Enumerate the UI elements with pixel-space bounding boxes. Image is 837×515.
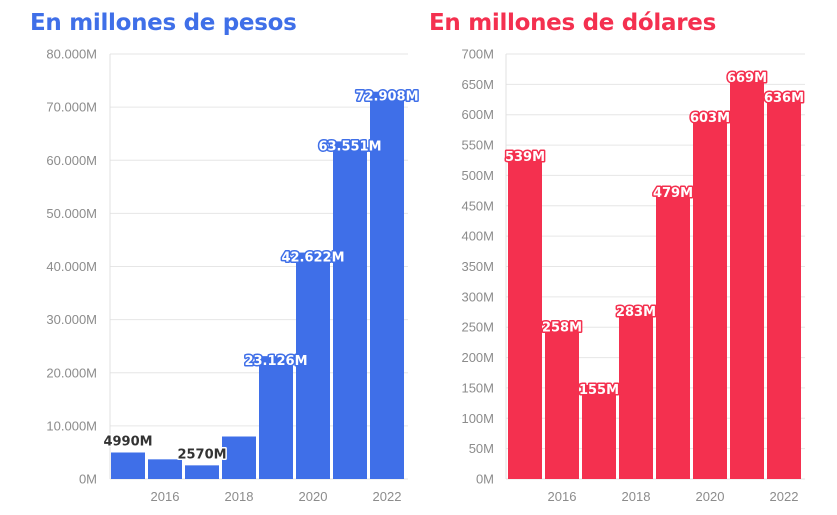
x-tick-label: 2018	[225, 489, 254, 504]
y-tick-label: 500M	[461, 168, 494, 183]
y-tick-label: 80.000M	[46, 47, 97, 62]
data-label: 2570M	[177, 447, 226, 462]
bar-2019	[259, 356, 293, 479]
data-label: 42.622M	[281, 251, 344, 266]
y-tick-label: 550M	[461, 138, 494, 153]
bar-2017	[582, 384, 616, 479]
data-label: 603M	[690, 111, 730, 126]
chart-pesos: 0M 10.000M 20.000M 30.000M 40.000M 50.000M 60.…	[46, 47, 420, 505]
y-tick-label: 700M	[461, 47, 494, 62]
y-tick-label: 600M	[461, 107, 494, 122]
x-tick-label: 2016	[548, 489, 577, 504]
data-label: 479M	[653, 186, 693, 201]
chart-title-dolares: En millones de dólares	[429, 10, 716, 36]
data-label: 155M	[579, 383, 619, 398]
y-tick-label: 650M	[461, 77, 494, 92]
x-tick-label: 2022	[373, 489, 402, 504]
y-tick-label: 300M	[461, 289, 494, 304]
y-tick-label: 0M	[476, 472, 494, 487]
y-tick-label: 450M	[461, 198, 494, 213]
bar-2018	[619, 307, 653, 479]
y-tick-label: 0M	[79, 472, 97, 487]
data-label: 636M	[764, 91, 804, 106]
x-tick-label: 2020	[299, 489, 328, 504]
y-tick-label: 400M	[461, 229, 494, 244]
y-tick-label: 250M	[461, 320, 494, 335]
bar-2020	[693, 112, 727, 480]
bar-2022	[370, 91, 404, 480]
bar-2022	[767, 92, 801, 479]
data-label: 63.551M	[318, 139, 381, 154]
bar-2015	[508, 151, 542, 479]
bar-2016	[148, 459, 182, 479]
chart-title-pesos: En millones de pesos	[30, 10, 297, 36]
data-label: 4990M	[103, 434, 152, 449]
y-tick-label: 70.000M	[46, 100, 97, 115]
bar-2021	[730, 72, 764, 480]
data-label: 72.908M	[355, 90, 418, 105]
y-tick-label: 150M	[461, 380, 494, 395]
data-label: 539M	[505, 150, 545, 165]
data-label: 283M	[616, 305, 656, 320]
bar-2019	[656, 188, 690, 479]
y-tick-label: 20.000M	[46, 365, 97, 380]
bar-2015	[111, 452, 145, 479]
y-tick-label: 350M	[461, 259, 494, 274]
chart-dolares: 0M 50M 100M 150M 200M 250M 300M 350M 400M 450M 500…	[461, 47, 805, 505]
data-label: 23.126M	[244, 354, 307, 369]
x-tick-label: 2016	[151, 489, 180, 504]
x-tick-label: 2018	[622, 489, 651, 504]
bar-2017	[185, 465, 219, 479]
data-label: 669M	[727, 71, 767, 86]
y-tick-label: 100M	[461, 411, 494, 426]
y-tick-label: 50.000M	[46, 206, 97, 221]
bar-2021	[333, 141, 367, 479]
y-tick-label: 60.000M	[46, 153, 97, 168]
y-tick-label: 50M	[469, 441, 494, 456]
bar-2016	[545, 322, 579, 479]
bar-2018	[222, 436, 256, 479]
y-tick-label: 40.000M	[46, 259, 97, 274]
y-tick-label: 10.000M	[46, 418, 97, 433]
data-label: 258M	[542, 320, 582, 335]
bar-2020	[296, 252, 330, 479]
y-tick-label: 200M	[461, 350, 494, 365]
x-tick-label: 2020	[696, 489, 725, 504]
y-tick-label: 30.000M	[46, 312, 97, 327]
x-tick-label: 2022	[770, 489, 799, 504]
